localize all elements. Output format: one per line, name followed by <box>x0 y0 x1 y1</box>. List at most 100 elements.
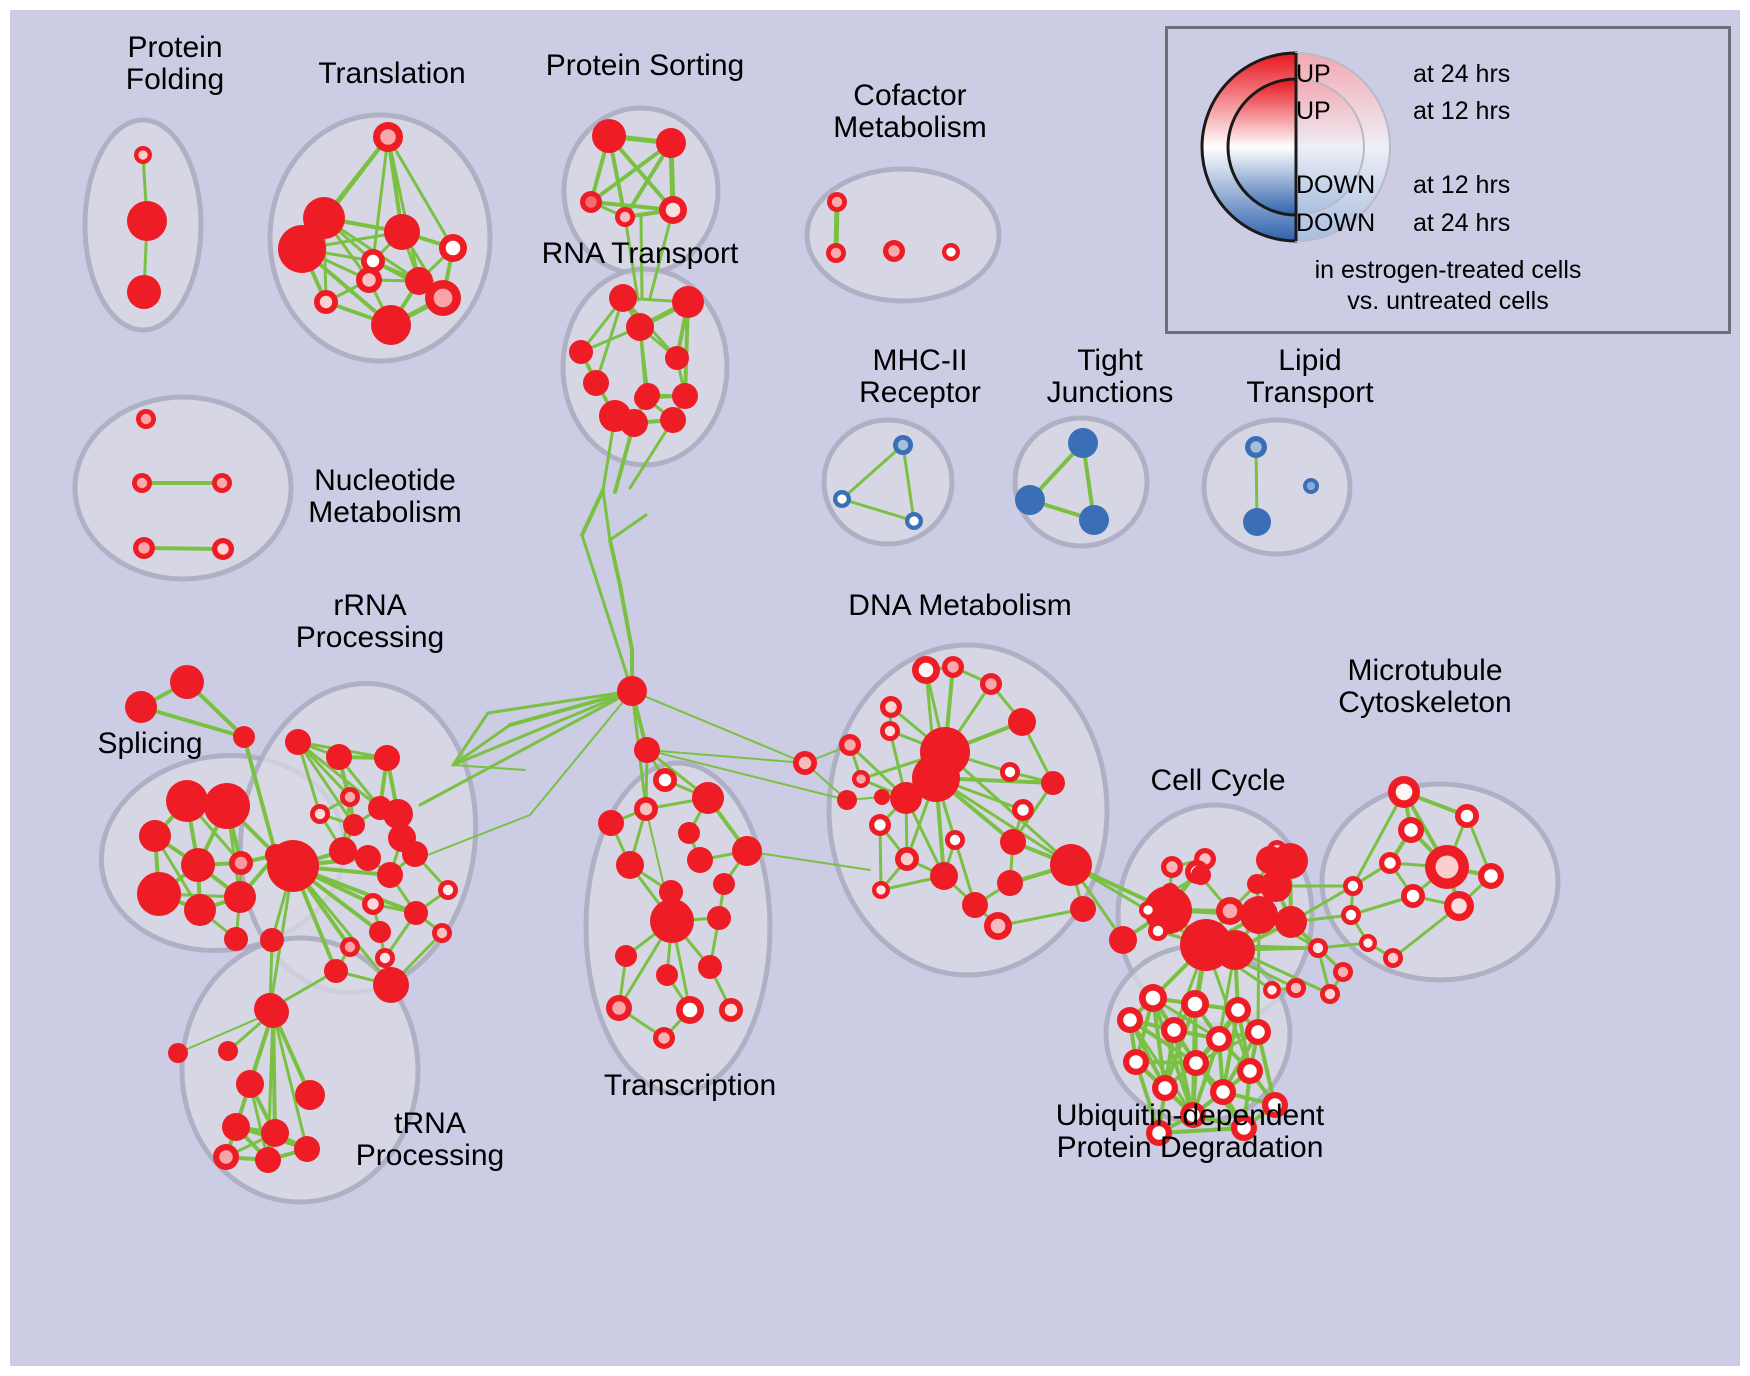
network-node[interactable] <box>1333 962 1353 982</box>
network-node[interactable] <box>678 822 700 844</box>
network-node[interactable] <box>438 880 458 900</box>
network-node[interactable] <box>404 901 428 925</box>
network-node[interactable] <box>793 751 817 775</box>
network-node[interactable] <box>133 537 155 559</box>
network-node[interactable] <box>634 386 658 410</box>
network-node[interactable] <box>1260 870 1292 902</box>
network-node[interactable] <box>713 873 735 895</box>
network-node[interactable] <box>222 1113 250 1141</box>
network-node[interactable] <box>1303 478 1319 494</box>
network-node[interactable] <box>1231 1115 1257 1141</box>
network-node[interactable] <box>1012 799 1034 821</box>
network-node[interactable] <box>883 240 905 262</box>
network-node[interactable] <box>634 737 660 763</box>
network-node[interactable] <box>1388 776 1420 808</box>
network-node[interactable] <box>1191 865 1211 885</box>
network-node[interactable] <box>676 996 704 1024</box>
network-node[interactable] <box>329 837 357 865</box>
network-node[interactable] <box>1237 1058 1263 1084</box>
network-node[interactable] <box>260 928 284 952</box>
network-node[interactable] <box>869 814 891 836</box>
network-node[interactable] <box>687 847 713 873</box>
network-node[interactable] <box>827 192 847 212</box>
network-node[interactable] <box>1359 934 1377 952</box>
network-node[interactable] <box>1343 876 1363 896</box>
network-node[interactable] <box>383 799 413 829</box>
network-node[interactable] <box>620 409 648 437</box>
network-node[interactable] <box>1243 508 1271 536</box>
network-node[interactable] <box>278 225 326 273</box>
network-node[interactable] <box>181 848 215 882</box>
network-node[interactable] <box>1245 1019 1271 1045</box>
network-node[interactable] <box>852 770 870 788</box>
network-node[interactable] <box>616 851 644 879</box>
network-node[interactable] <box>606 995 632 1021</box>
network-node[interactable] <box>1161 1017 1187 1043</box>
network-node[interactable] <box>371 305 411 345</box>
network-node[interactable] <box>373 967 409 1003</box>
network-node[interactable] <box>598 810 624 836</box>
network-node[interactable] <box>1478 863 1504 889</box>
network-node[interactable] <box>890 782 922 814</box>
network-node[interactable] <box>659 196 687 224</box>
network-node[interactable] <box>127 201 167 241</box>
network-node[interactable] <box>310 804 330 824</box>
network-node[interactable] <box>617 676 647 706</box>
network-node[interactable] <box>665 346 689 370</box>
network-node[interactable] <box>233 726 255 748</box>
network-node[interactable] <box>425 280 461 316</box>
network-node[interactable] <box>224 927 248 951</box>
network-node[interactable] <box>212 538 234 560</box>
network-node[interactable] <box>580 191 602 213</box>
network-node[interactable] <box>1247 874 1267 894</box>
network-node[interactable] <box>1146 1120 1172 1146</box>
network-node[interactable] <box>942 243 960 261</box>
network-node[interactable] <box>134 146 152 164</box>
network-node[interactable] <box>719 998 743 1022</box>
network-node[interactable] <box>229 851 253 875</box>
network-node[interactable] <box>692 782 724 814</box>
network-node[interactable] <box>569 340 593 364</box>
network-node[interactable] <box>1161 883 1179 901</box>
network-node[interactable] <box>1262 1092 1288 1118</box>
network-node[interactable] <box>1379 852 1401 874</box>
network-node[interactable] <box>402 841 428 867</box>
network-node[interactable] <box>660 407 686 433</box>
network-node[interactable] <box>1161 856 1183 878</box>
network-node[interactable] <box>656 128 686 158</box>
network-node[interactable] <box>213 1144 239 1170</box>
network-node[interactable] <box>826 243 846 263</box>
network-node[interactable] <box>659 880 683 904</box>
network-node[interactable] <box>634 797 658 821</box>
network-node[interactable] <box>314 290 338 314</box>
network-node[interactable] <box>1117 1007 1143 1033</box>
network-node[interactable] <box>1455 804 1479 828</box>
network-node[interactable] <box>1139 984 1167 1012</box>
network-node[interactable] <box>945 830 965 850</box>
network-node[interactable] <box>439 234 467 262</box>
network-node[interactable] <box>340 787 360 807</box>
network-node[interactable] <box>384 214 420 250</box>
network-node[interactable] <box>1139 901 1157 919</box>
network-node[interactable] <box>1015 485 1045 515</box>
network-node[interactable] <box>880 696 902 718</box>
network-node[interactable] <box>1275 906 1307 938</box>
network-node[interactable] <box>609 284 637 312</box>
network-node[interactable] <box>650 899 694 943</box>
network-node[interactable] <box>294 1136 320 1162</box>
network-node[interactable] <box>626 313 654 341</box>
network-node[interactable] <box>872 881 890 899</box>
network-node[interactable] <box>833 490 851 508</box>
network-node[interactable] <box>375 948 395 968</box>
network-node[interactable] <box>1240 896 1278 934</box>
network-node[interactable] <box>583 370 609 396</box>
network-node[interactable] <box>1308 938 1328 958</box>
network-node[interactable] <box>997 870 1023 896</box>
network-node[interactable] <box>912 656 940 684</box>
network-node[interactable] <box>912 754 960 802</box>
network-node[interactable] <box>343 814 365 836</box>
network-node[interactable] <box>184 894 216 926</box>
network-node[interactable] <box>170 665 204 699</box>
network-node[interactable] <box>893 435 913 455</box>
network-node[interactable] <box>1341 905 1361 925</box>
